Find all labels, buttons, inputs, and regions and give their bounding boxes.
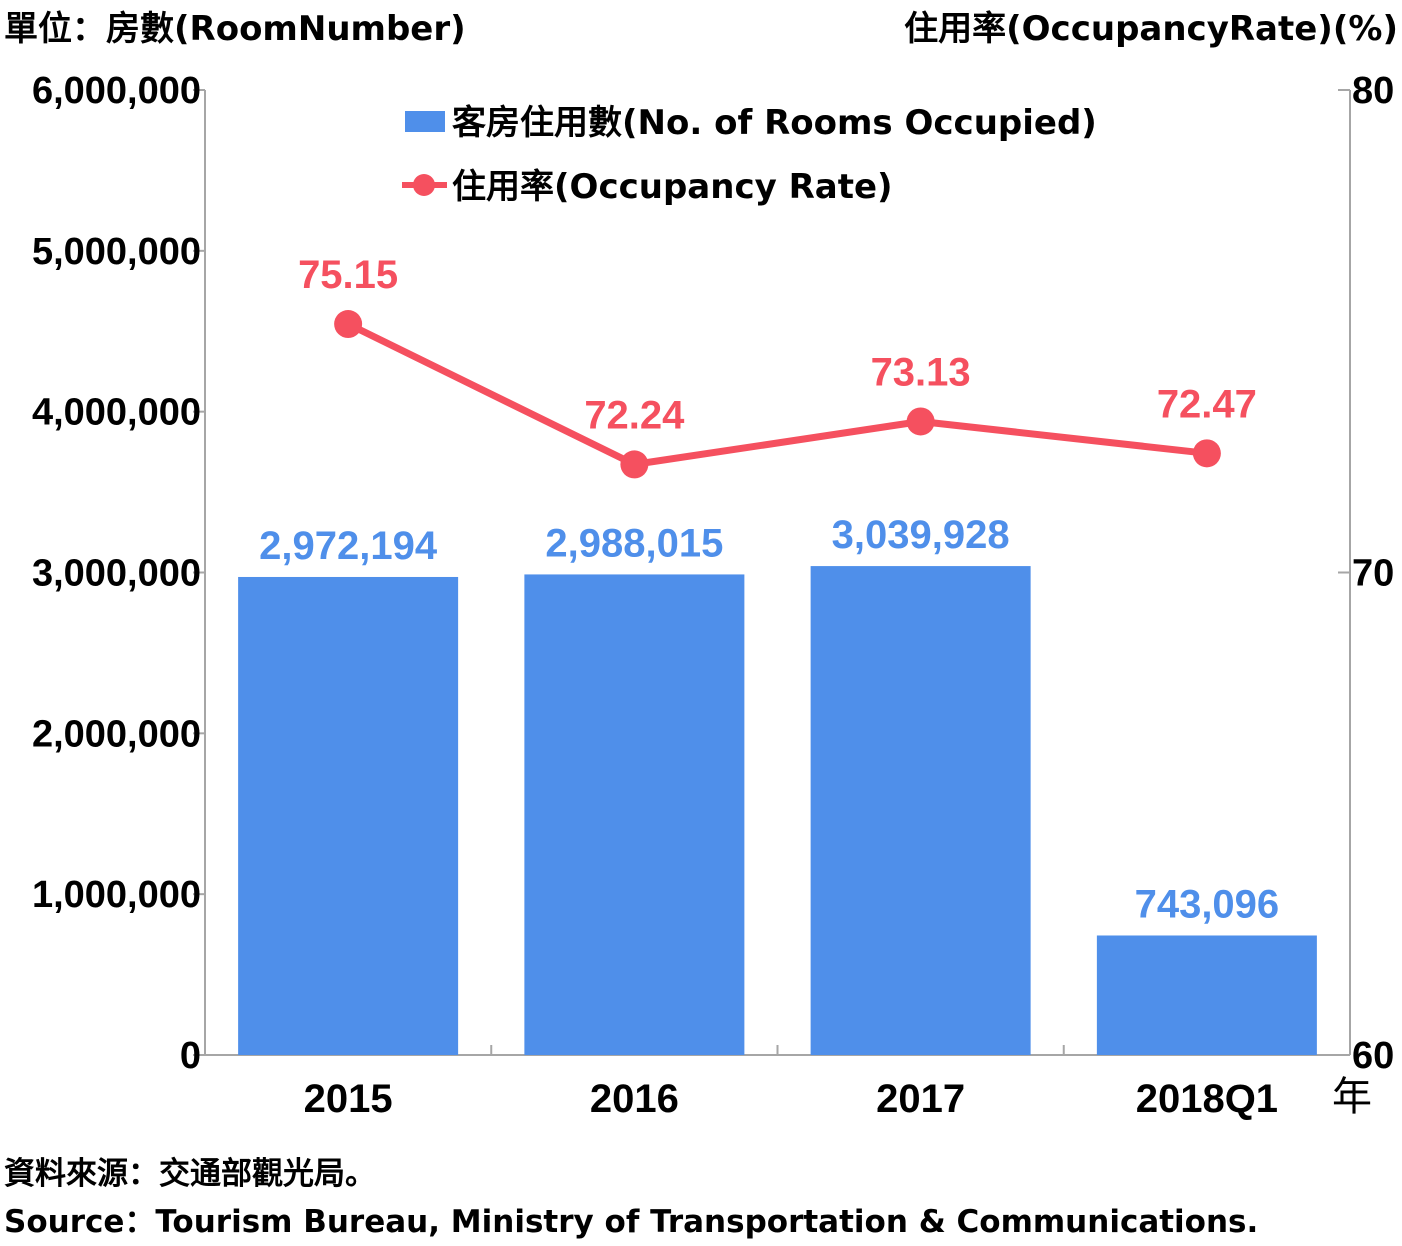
legend-line-label: 住用率(Occupancy Rate)	[452, 167, 893, 207]
bar-data-label: 3,039,928	[832, 513, 1010, 557]
bar-data-label: 2,988,015	[545, 521, 723, 565]
rate-data-label: 73.13	[871, 350, 971, 394]
bar	[810, 566, 1031, 1055]
right-tick-label: 80	[1352, 70, 1394, 112]
x-axis-unit: 年	[1332, 1074, 1372, 1120]
legend-bar-swatch	[405, 111, 445, 132]
left-tick-label: 6,000,000	[32, 70, 201, 112]
left-tick-label: 4,000,000	[32, 392, 201, 434]
rate-data-label: 72.24	[584, 393, 685, 437]
bar-data-label: 743,096	[1135, 882, 1280, 926]
right-axis-ticks: 60 70 80	[1338, 70, 1394, 1077]
rate-point	[334, 310, 363, 339]
right-axis-unit: 住用率(OccupancyRate)(%)	[904, 9, 1398, 49]
bar-series	[238, 566, 1317, 1055]
rate-point	[620, 450, 649, 479]
rate-data-label: 72.47	[1157, 382, 1257, 426]
category-label: 2016	[590, 1077, 679, 1121]
legend-bar-label: 客房住用數(No. of Rooms Occupied)	[452, 103, 1097, 143]
bar-data-label: 2,972,194	[259, 524, 438, 568]
left-tick-label: 2,000,000	[32, 713, 201, 755]
left-tick-label: 3,000,000	[32, 553, 201, 595]
category-label: 2015	[304, 1077, 393, 1121]
bar	[1096, 935, 1317, 1055]
left-axis-ticks: 0 1,000,000 2,000,000 3,000,000 4,000,000 5,0…	[32, 70, 205, 1077]
right-tick-label: 60	[1352, 1035, 1394, 1077]
left-tick-label: 1,000,000	[32, 874, 201, 916]
right-tick-label: 70	[1352, 553, 1394, 595]
rate-data-labels: 75.15 72.24 73.13 72.47	[298, 253, 1257, 437]
rate-data-label: 75.15	[298, 253, 398, 297]
rate-line	[346, 320, 1208, 468]
category-label: 2018Q1	[1136, 1077, 1278, 1121]
bar-data-labels: 2,972,194 2,988,015 3,039,928 743,096	[259, 513, 1279, 926]
legend: 客房住用數(No. of Rooms Occupied) 住用率(Occupan…	[402, 103, 1097, 207]
rate-point	[906, 407, 935, 436]
left-tick-label: 0	[180, 1035, 201, 1077]
x-axis-ticks: 2015 2016 2017 2018Q1	[304, 1045, 1278, 1121]
category-label: 2017	[876, 1077, 965, 1121]
source-en: Source：Tourism Bureau, Ministry of Trans…	[4, 1204, 1258, 1240]
bar	[238, 576, 459, 1055]
rate-line-series	[334, 310, 1221, 479]
left-axis-unit: 單位：房數(RoomNumber)	[4, 9, 466, 49]
legend-line-marker	[413, 174, 435, 196]
left-tick-label: 5,000,000	[32, 231, 201, 273]
rate-point	[1192, 439, 1221, 468]
bar	[524, 574, 745, 1055]
source-zh: 資料來源：交通部觀光局。	[4, 1156, 376, 1192]
